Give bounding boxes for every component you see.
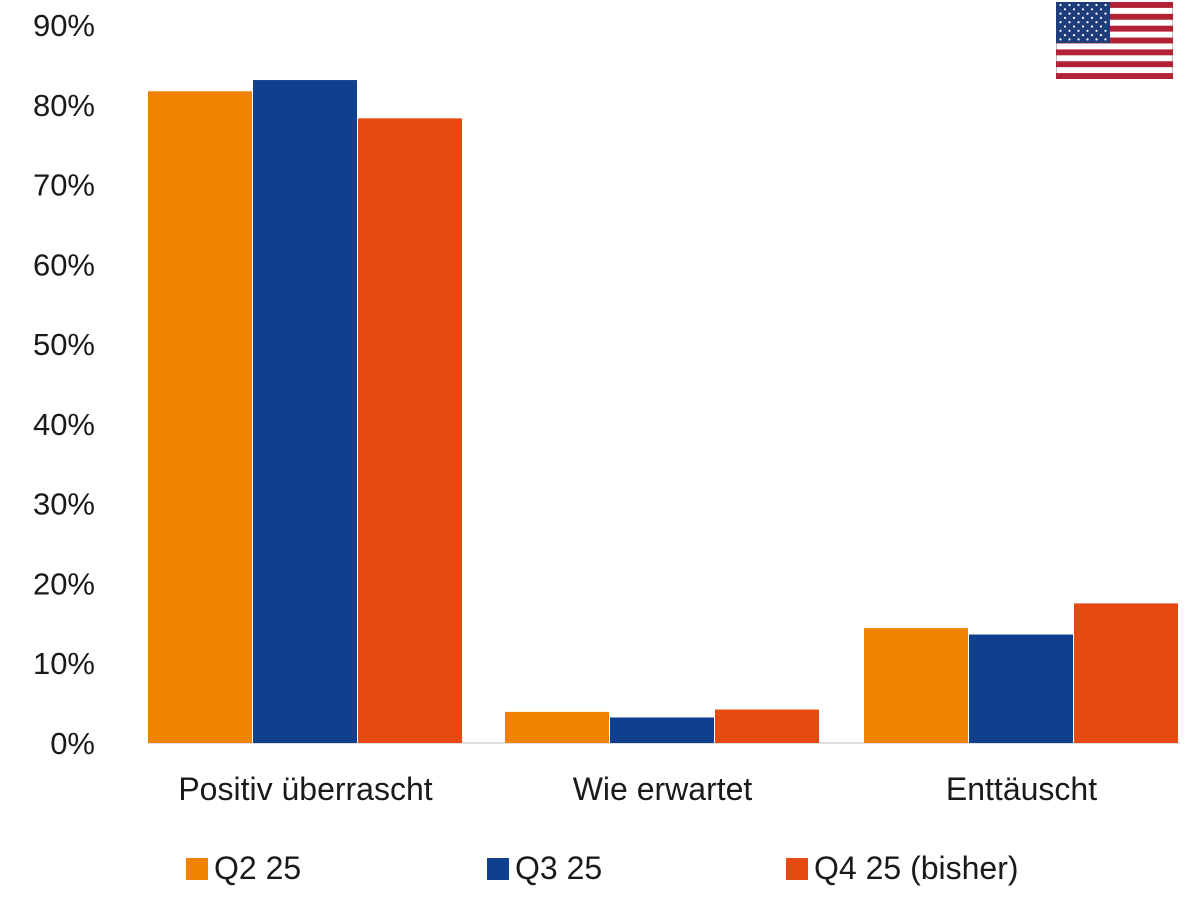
flag-star bbox=[1059, 38, 1062, 41]
flag-star bbox=[1099, 16, 1103, 19]
y-axis: 0% 10% 20% 30% 40% 50% 60% 70% 80% 90% bbox=[33, 8, 95, 761]
bar-2-1 bbox=[253, 80, 357, 743]
legend-item-q2: Q2 25 bbox=[186, 850, 301, 887]
flag-star bbox=[1086, 12, 1089, 15]
bars bbox=[148, 80, 1178, 744]
flag-star bbox=[1077, 21, 1080, 24]
flag-star bbox=[1099, 25, 1103, 28]
flag-star bbox=[1077, 38, 1080, 41]
flag-star bbox=[1090, 8, 1094, 11]
flag-star bbox=[1059, 3, 1062, 7]
flag-star bbox=[1104, 21, 1107, 24]
flag-star bbox=[1068, 3, 1071, 7]
bar-3-3 bbox=[1074, 603, 1178, 743]
bar-2-2 bbox=[610, 717, 714, 743]
legend-item-q3: Q3 25 bbox=[487, 850, 602, 887]
flag-star bbox=[1099, 34, 1103, 37]
legend-label: Q3 25 bbox=[515, 850, 603, 886]
bar-3-1 bbox=[358, 118, 462, 744]
flag-star bbox=[1068, 29, 1071, 32]
bar-2-3 bbox=[969, 634, 1073, 743]
flag-star bbox=[1059, 21, 1062, 24]
flag-star bbox=[1059, 29, 1062, 32]
category-label: Wie erwartet bbox=[573, 771, 753, 807]
flag-star bbox=[1063, 16, 1067, 19]
x-axis: Positiv überrascht Wie erwartet Enttäuscht bbox=[178, 771, 1097, 807]
us-flag-icon bbox=[1055, 1, 1174, 80]
legend: Q2 25 Q3 25 Q4 25 (bisher) bbox=[0, 850, 1190, 900]
legend-swatch bbox=[487, 857, 509, 880]
flag-stripe bbox=[1056, 49, 1173, 56]
y-tick-label: 40% bbox=[33, 407, 95, 442]
flag-star bbox=[1104, 29, 1107, 32]
y-tick-label: 70% bbox=[33, 168, 95, 203]
y-tick-label: 30% bbox=[33, 487, 95, 522]
flag-star bbox=[1072, 8, 1076, 11]
flag-star bbox=[1104, 3, 1107, 7]
bar-3-2 bbox=[715, 709, 819, 743]
flag-star bbox=[1081, 34, 1085, 37]
flag-star bbox=[1086, 38, 1089, 41]
flag-star bbox=[1077, 12, 1080, 15]
flag-star bbox=[1090, 16, 1094, 19]
flag-stripe bbox=[1056, 25, 1173, 32]
y-tick-label: 20% bbox=[33, 566, 95, 601]
flag-star bbox=[1086, 29, 1089, 32]
flag-star bbox=[1081, 25, 1085, 28]
flag-star bbox=[1086, 3, 1089, 7]
legend-label: Q2 25 bbox=[214, 850, 302, 886]
flag-star bbox=[1063, 34, 1067, 37]
flag-star bbox=[1086, 21, 1089, 24]
bar-1-1 bbox=[148, 91, 252, 743]
flag-star bbox=[1063, 25, 1067, 28]
flag-star bbox=[1104, 38, 1107, 41]
flag-star bbox=[1081, 16, 1085, 19]
legend-swatch bbox=[786, 857, 808, 880]
flag-star bbox=[1072, 25, 1076, 28]
y-tick-label: 10% bbox=[33, 646, 95, 681]
flag-star bbox=[1068, 38, 1071, 41]
category-label: Positiv überrascht bbox=[178, 771, 432, 807]
flag-stripe bbox=[1056, 37, 1173, 44]
flag-star bbox=[1077, 29, 1080, 32]
flag-star bbox=[1095, 21, 1098, 24]
flag-star bbox=[1095, 3, 1098, 7]
flag-star bbox=[1072, 16, 1076, 19]
bar-1-2 bbox=[505, 711, 609, 743]
flag-star bbox=[1095, 38, 1098, 41]
legend-item-q4: Q4 25 (bisher) bbox=[786, 850, 1019, 887]
y-tick-label: 60% bbox=[33, 247, 95, 282]
flag-stripe bbox=[1056, 2, 1173, 8]
flag-stripe bbox=[1056, 13, 1173, 20]
y-tick-label: 0% bbox=[50, 726, 95, 761]
flag-star bbox=[1090, 34, 1094, 37]
legend-label: Q4 25 (bisher) bbox=[814, 850, 1019, 886]
flag-star bbox=[1077, 3, 1080, 7]
flag-star bbox=[1104, 12, 1107, 15]
y-tick-label: 90% bbox=[33, 8, 95, 43]
flag-star bbox=[1081, 8, 1085, 11]
bar-1-3 bbox=[864, 628, 968, 743]
flag-star bbox=[1068, 12, 1071, 15]
flag-stripe bbox=[1056, 73, 1173, 79]
flag-star bbox=[1063, 8, 1067, 11]
flag-stripe bbox=[1056, 61, 1173, 68]
flag-star bbox=[1072, 34, 1076, 37]
legend-swatch bbox=[186, 857, 208, 880]
y-tick-label: 80% bbox=[33, 88, 95, 123]
flag-star bbox=[1095, 12, 1098, 15]
category-label: Enttäuscht bbox=[946, 771, 1097, 807]
flag-star bbox=[1099, 8, 1103, 11]
flag-star bbox=[1095, 29, 1098, 32]
flag-star bbox=[1090, 25, 1094, 28]
flag-star bbox=[1068, 21, 1071, 24]
y-tick-label: 50% bbox=[33, 327, 95, 362]
flag-star bbox=[1059, 12, 1062, 15]
